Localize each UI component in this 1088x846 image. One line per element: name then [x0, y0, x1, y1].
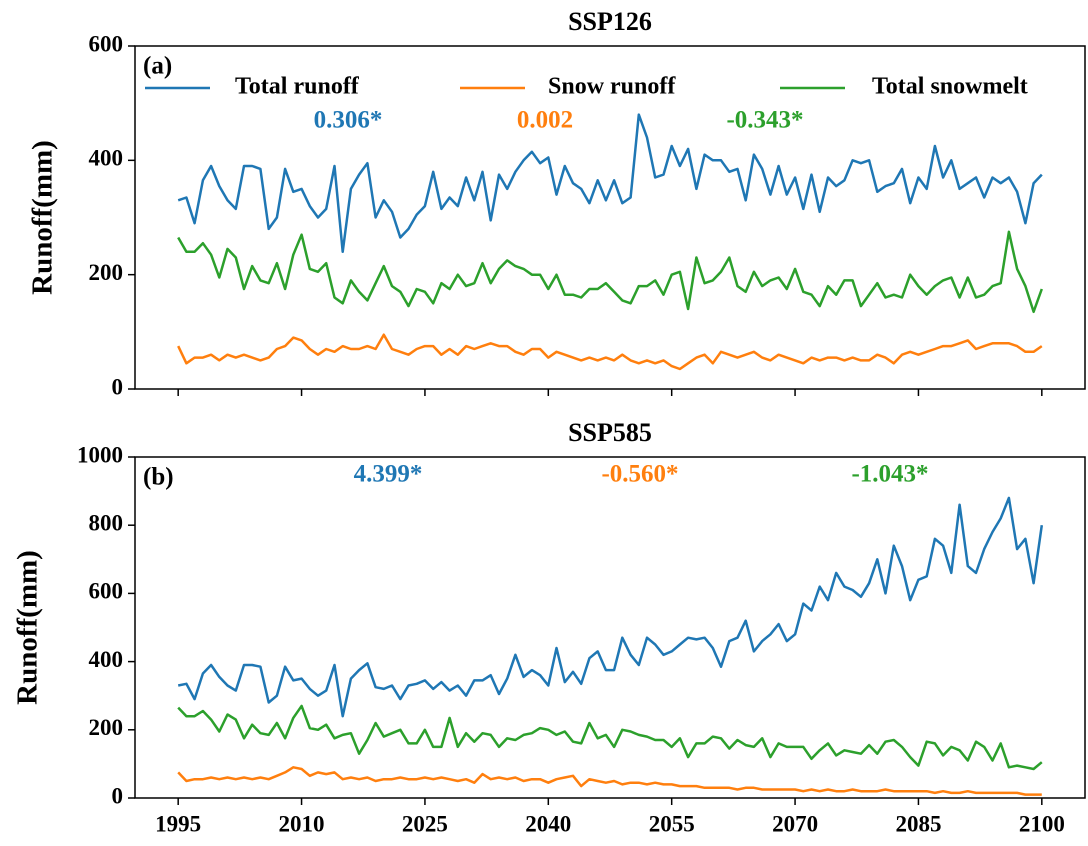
- trend-label: 0.002: [517, 107, 573, 134]
- y-tick-label: 200: [89, 260, 124, 285]
- y-axis-label: Runoff(mm): [12, 550, 44, 705]
- y-tick-label: 200: [89, 715, 124, 740]
- legend-label: Total runoff: [235, 74, 360, 100]
- y-axis-label: Runoff(mm): [27, 140, 59, 295]
- line-series: [177, 766, 1042, 796]
- chart-title: SSP585: [568, 418, 652, 447]
- legend-label: Snow runoff: [548, 74, 676, 100]
- trend-label: -1.043*: [851, 461, 928, 488]
- trend-label: -0.560*: [601, 461, 678, 488]
- line-series: [177, 230, 1043, 314]
- y-tick-label: 800: [89, 510, 124, 535]
- line-series: [177, 496, 1044, 718]
- x-tick-label: 1995: [155, 811, 201, 836]
- x-tick-label: 2100: [1019, 811, 1065, 836]
- panel-label: (b): [143, 464, 174, 491]
- line-series: [177, 333, 1043, 371]
- x-tick-label: 2085: [895, 811, 941, 836]
- y-tick-label: 0: [112, 374, 124, 399]
- y-tick-label: 1000: [77, 442, 123, 467]
- x-tick-label: 2055: [649, 811, 695, 836]
- line-series: [177, 704, 1043, 771]
- trend-label: -0.343*: [726, 107, 803, 134]
- y-tick-label: 600: [89, 579, 124, 604]
- y-tick-label: 600: [89, 31, 124, 56]
- y-tick-label: 400: [89, 146, 124, 171]
- panel-label: (a): [143, 53, 172, 80]
- x-tick-label: 2070: [772, 811, 818, 836]
- y-tick-label: 0: [112, 783, 124, 808]
- trend-label: 4.399*: [354, 461, 423, 488]
- axes-frame: [134, 456, 1086, 799]
- axes-frame: [134, 45, 1086, 390]
- line-series: [177, 113, 1043, 254]
- x-tick-label: 2040: [525, 811, 571, 836]
- chart-title: SSP126: [568, 7, 652, 36]
- trend-label: 0.306*: [314, 107, 383, 134]
- y-tick-label: 400: [89, 647, 124, 672]
- legend-label: Total snowmelt: [872, 74, 1028, 100]
- x-tick-label: 2025: [402, 811, 448, 836]
- x-tick-label: 2010: [279, 811, 325, 836]
